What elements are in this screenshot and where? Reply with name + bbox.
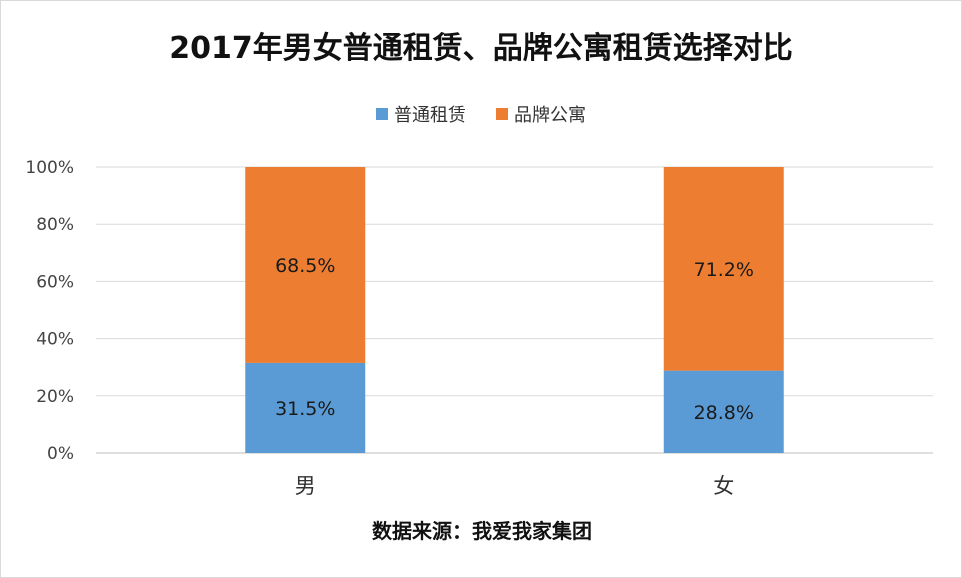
legend-label-brand-apartment: 品牌公寓	[514, 105, 586, 126]
bar-segment	[245, 362, 366, 453]
legend-item-regular-rental: 普通租赁	[376, 101, 466, 127]
data-label: 68.5%	[275, 255, 335, 277]
x-tick-label: 女	[713, 474, 734, 498]
y-tick-label: 20%	[36, 387, 74, 407]
legend-label-regular-rental: 普通租赁	[394, 105, 466, 126]
legend-swatch-regular-rental	[376, 108, 388, 120]
bar-segment	[245, 167, 366, 363]
y-tick-label: 100%	[25, 158, 74, 178]
legend-swatch-brand-apartment	[496, 108, 508, 120]
y-tick-label: 40%	[36, 330, 74, 350]
data-label: 28.8%	[694, 402, 754, 424]
y-tick-label: 80%	[36, 215, 74, 235]
bar-segment	[663, 167, 784, 371]
chart-title: 2017年男女普通租赁、品牌公寓租赁选择对比	[169, 31, 793, 66]
legend-item-brand-apartment: 品牌公寓	[496, 101, 586, 127]
x-tick-label: 男	[295, 474, 316, 498]
data-label: 31.5%	[275, 398, 335, 420]
y-tick-label: 60%	[36, 272, 74, 292]
chart-legend: 普通租赁 品牌公寓	[1, 101, 961, 127]
data-source: 数据来源：我爱我家集团	[372, 519, 592, 543]
data-label: 71.2%	[694, 259, 754, 281]
bar-segment	[663, 370, 784, 453]
y-tick-label: 0%	[47, 444, 74, 464]
